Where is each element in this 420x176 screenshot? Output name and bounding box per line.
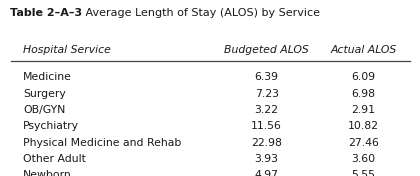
Text: 6.09: 6.09 (351, 72, 375, 82)
Text: Psychiatry: Psychiatry (23, 121, 79, 131)
Text: 3.93: 3.93 (255, 154, 279, 164)
Text: Budgeted ALOS: Budgeted ALOS (224, 45, 309, 55)
Text: 6.39: 6.39 (255, 72, 279, 82)
Text: 7.23: 7.23 (255, 89, 279, 99)
Text: 10.82: 10.82 (348, 121, 379, 131)
Text: 22.98: 22.98 (251, 138, 282, 148)
Text: 4.97: 4.97 (255, 170, 279, 176)
Text: Hospital Service: Hospital Service (23, 45, 111, 55)
Text: 3.22: 3.22 (255, 105, 279, 115)
Text: 27.46: 27.46 (348, 138, 379, 148)
Text: Medicine: Medicine (23, 72, 72, 82)
Text: 3.60: 3.60 (351, 154, 375, 164)
Text: 5.55: 5.55 (351, 170, 375, 176)
Text: OB/GYN: OB/GYN (23, 105, 66, 115)
Text: Average Length of Stay (ALOS) by Service: Average Length of Stay (ALOS) by Service (82, 8, 320, 18)
Text: Table 2–A–3: Table 2–A–3 (10, 8, 83, 18)
Text: Newborn: Newborn (23, 170, 72, 176)
Text: 2.91: 2.91 (351, 105, 375, 115)
Text: Actual ALOS: Actual ALOS (330, 45, 396, 55)
Text: 11.56: 11.56 (251, 121, 282, 131)
Text: 6.98: 6.98 (351, 89, 375, 99)
Text: Surgery: Surgery (23, 89, 66, 99)
Text: Physical Medicine and Rehab: Physical Medicine and Rehab (23, 138, 181, 148)
Text: Other Adult: Other Adult (23, 154, 86, 164)
